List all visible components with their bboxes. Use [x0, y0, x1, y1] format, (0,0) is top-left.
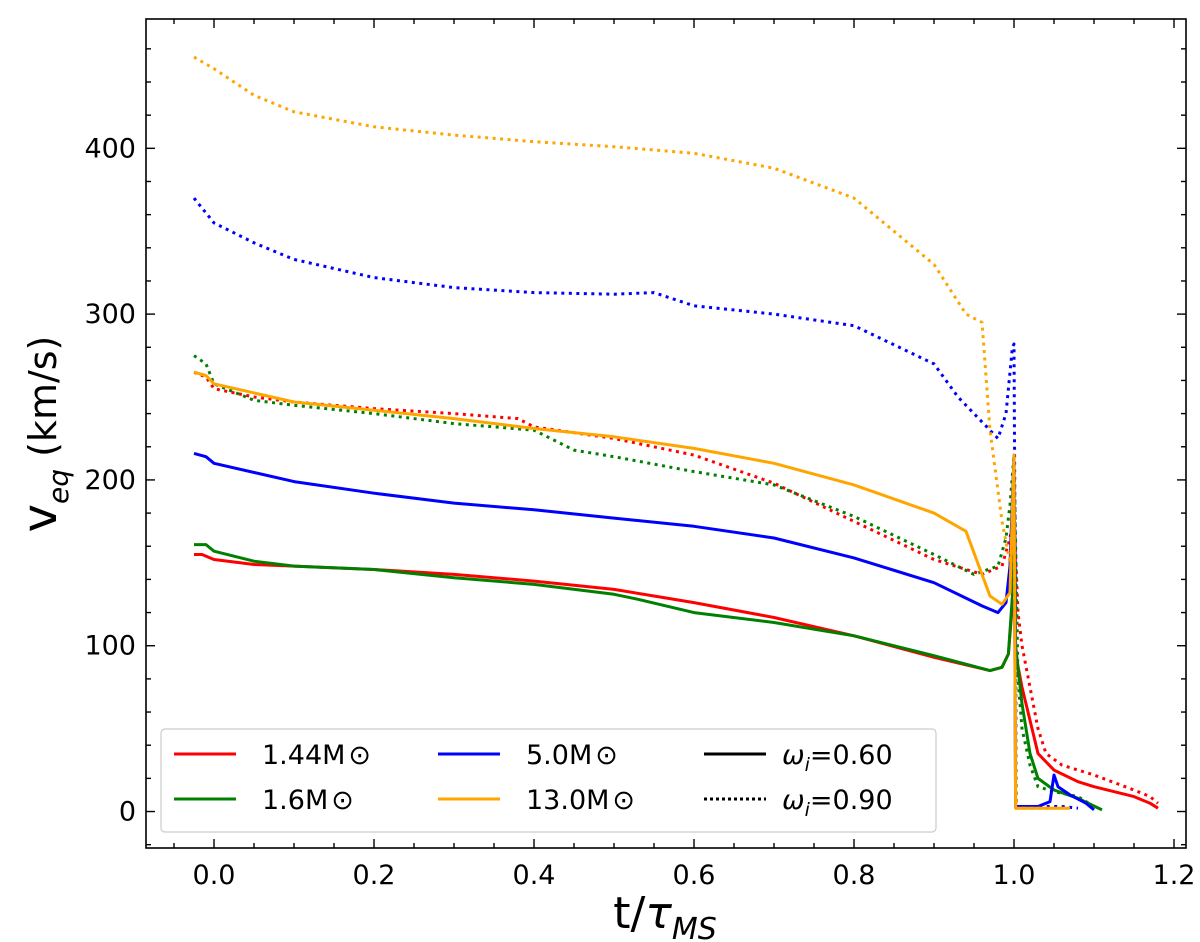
legend-label-5.0: 5.0M ⊙: [526, 740, 618, 771]
x-axis-label: t/τMS: [613, 888, 717, 942]
x-tick-label: 0.2: [353, 860, 396, 891]
x-tick-label: 0.4: [513, 860, 556, 891]
legend-label-omega-060: ωi=0.60: [782, 740, 893, 776]
x-tick-label: 0.6: [673, 860, 716, 891]
x-tick-label: 1.2: [1153, 860, 1196, 891]
x-tick-label: 1.0: [993, 860, 1036, 891]
series-line-13.0-omega-0.60: [193, 370, 1070, 810]
y-tick-label: 100: [84, 631, 136, 662]
plot-frame: [145, 18, 1187, 849]
series-line-5.0-omega-0.90: [192, 197, 1079, 810]
x-tick-label: 0.0: [193, 860, 236, 891]
y-tick-label: 300: [84, 299, 136, 330]
x-tick-label: 0.8: [833, 860, 876, 891]
legend-label-1.44: 1.44M ⊙: [262, 740, 371, 771]
ticks-layer: 0.0 0.2 0.4 0.6 0.8 1.0 1.2 0 100 200 300 400: [84, 19, 1195, 891]
legend: 1.44M ⊙ 1.6M ⊙ 5.0M ⊙ 13.0M ⊙ ωi=0.60 ωi=0.9…: [160, 728, 937, 833]
legend-label-omega-090: ωi=0.90: [782, 785, 893, 821]
legend-label-13.0: 13.0M ⊙: [526, 785, 635, 816]
series-line-1.44-omega-0.90: [193, 370, 1159, 805]
series-line-5.0-omega-0.60: [193, 451, 1095, 812]
series-line-1.6-omega-0.60: [194, 495, 1103, 812]
y-tick-label: 400: [84, 133, 136, 164]
legend-label-1.6: 1.6M ⊙: [262, 785, 354, 816]
series-line-13.0-omega-0.90: [193, 55, 1054, 810]
series-layer: [192, 55, 1159, 812]
y-tick-label: 0: [119, 797, 136, 828]
y-axis-label: veq (km/s): [12, 336, 75, 533]
y-tick-label: 200: [84, 465, 136, 496]
